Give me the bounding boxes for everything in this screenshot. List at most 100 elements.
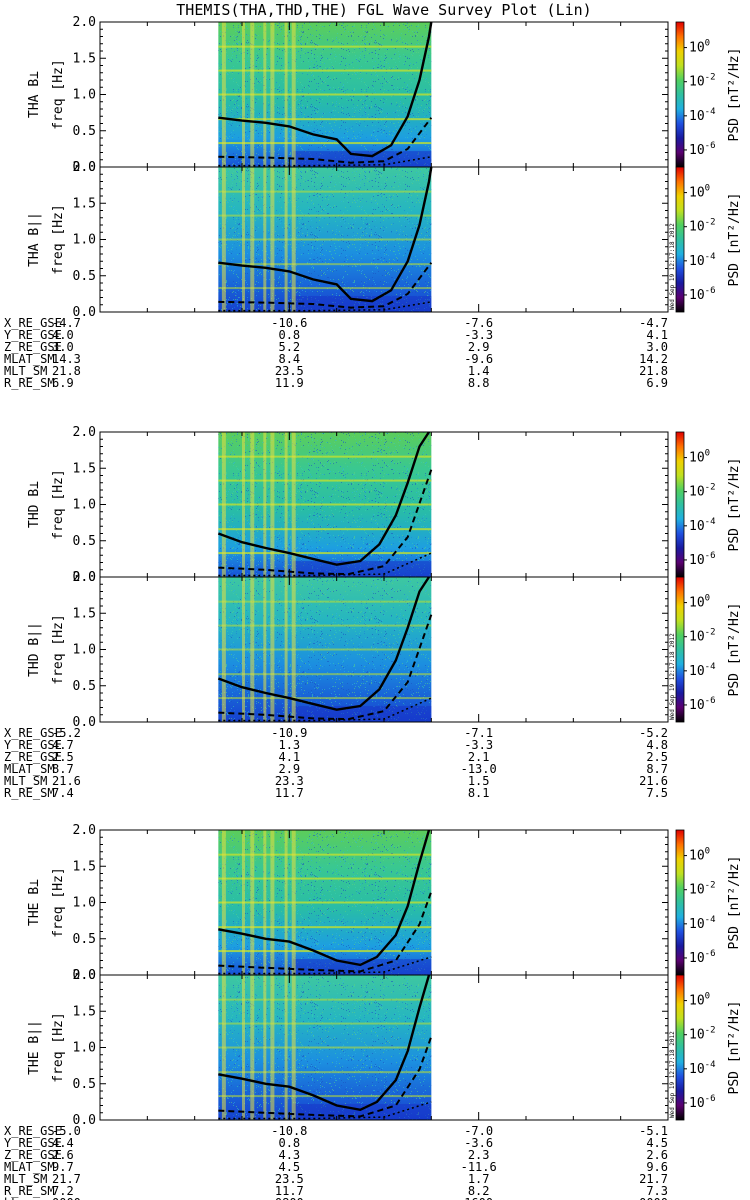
burst-stripe [250,975,255,1120]
burst-stripe [291,830,296,975]
time-row-value: 0000 [52,1196,81,1200]
colorbar-tick-label: 10-4 [689,252,716,269]
y-tick-label: 1.0 [73,1041,96,1056]
burst-stripe [263,577,267,722]
colorbar-scale [675,829,685,976]
ephem-label: R_RE_SM [4,1184,55,1198]
harmonic-line [218,503,432,506]
colorbar-tick-label: 100 [689,594,710,611]
harmonic-line [218,1046,432,1049]
ephem-value: 2.9 [468,340,490,354]
burst-stripe [284,975,288,1120]
burst-stripe [263,432,267,577]
colorbar-label: PSD [nT²/Hz] [727,193,742,287]
ephem-value: -7.6 [464,316,493,330]
panel-ylabel: THA B|| [27,212,42,267]
harmonic-line [218,479,432,482]
colorbar-tick-label: 10-2 [689,483,716,500]
ephem-value: 7.2 [52,1184,74,1198]
harmonic-line [218,926,432,929]
ephem-label: MLT_SM [4,1172,47,1186]
ephem-value: 7.3 [646,1184,668,1198]
harmonic-line [218,877,432,880]
ephem-label: Y_RE_GSE [4,1136,62,1150]
burst-stripe [270,167,275,312]
y-tick-label: 2.0 [73,570,96,585]
ephem-value: -4.7 [52,316,81,330]
ephem-value: 14.3 [52,352,81,366]
gyrofreq-curve [218,829,431,967]
ephem-value: -7.1 [464,726,493,740]
harmonic-line [218,600,432,603]
burst-stripe [263,22,267,167]
y-tick-label: 2.0 [73,15,96,30]
harmonic-line [218,455,432,458]
colorbar-tick-label: 10-6 [689,286,716,303]
y-tick-label: 2.0 [73,823,96,838]
y-tick-label: 2.0 [73,968,96,983]
burst-stripe [221,975,226,1120]
ephem-value: 14.2 [639,352,668,366]
colorbar-tick-label: 10-2 [689,73,716,90]
low-freq-band [292,561,432,577]
thd-perp-panel: 0.0 0.5 1.0 1.5 2.0 THD B⊥ freq [Hz] 100 10-2 10-… [27,425,742,585]
ephem-value: 2.6 [646,1148,668,1162]
time-row-value: 0800 [275,1196,304,1200]
chart-title: THEMIS(THA,THD,THE) FGL Wave Survey Plot… [176,1,591,19]
ephem-label: Z_RE_GSE [4,1148,62,1162]
ephem-value: 2.5 [52,750,74,764]
y-tick-label: 0.5 [73,1077,96,1092]
burst-stripe [284,167,288,312]
colorbar-tick-label: 100 [689,39,710,56]
harmonic-line [218,950,432,953]
burst-stripe [221,22,226,167]
tenth-gyrofreq-curve [218,301,432,312]
ephem-value: 11.9 [275,376,304,390]
colorbar-tick-label: 10-4 [689,915,716,932]
harmonic-line [218,142,432,145]
ephem-value: -11.6 [461,1160,497,1174]
half-gyrofreq-curve [218,891,433,973]
ephem-value: 8.4 [278,352,300,366]
harmonic-line [218,1071,432,1074]
harmonic-line [218,697,432,700]
harmonic-line [218,238,432,241]
burst-stripe [250,432,255,577]
ephem-label: MLAT_SM [4,762,55,776]
ephem-value: -10.9 [271,726,307,740]
colorbar-scale [675,431,685,578]
ephem-label: X_RE_GSE [4,726,62,740]
y-tick-label: 0.0 [73,1113,96,1128]
time-axis-labels: hhmm00000800160000002012Jun 26Jun 27 [4,1196,668,1200]
panel-ylabel: THD B⊥ [27,481,42,528]
burst-stripe [221,577,226,722]
y-tick-label: 1.0 [73,88,96,103]
harmonic-line [218,648,432,651]
ephem-value: 11.7 [275,786,304,800]
colorbar-tick-label: 100 [689,449,710,466]
half-gyrofreq-curve [218,117,433,164]
y-tick-label: 1.5 [73,606,96,621]
ephem-value: -10.8 [271,1124,307,1138]
panel-ylabel: THD B|| [27,622,42,677]
time-row-label: hhmm [4,1196,33,1200]
freq-axis-label: freq [Hz] [51,204,66,274]
ephem-label: Y_RE_GSE [4,738,62,752]
ephem-value: 23.3 [275,774,304,788]
gyrofreq-curve [217,431,431,566]
tenth-gyrofreq-curve [218,697,432,722]
burst-stripe [291,975,296,1120]
colorbar-tick-label: 10-6 [689,141,716,158]
y-tick-label: 1.5 [73,461,96,476]
harmonic-line [218,1095,432,1098]
burst-stripe [242,22,245,167]
ephem-value: 7.4 [52,786,74,800]
ephem-value: -5.2 [639,726,668,740]
generation-timestamp: Wed Sep 19 12:17:18 2012 [669,223,676,310]
ephem-value: 4.1 [278,750,300,764]
burst-stripe [284,432,288,577]
ephem-value: 4.0 [52,328,74,342]
ephem-value: 2.3 [468,1148,490,1162]
y-tick-label: 0.5 [73,124,96,139]
